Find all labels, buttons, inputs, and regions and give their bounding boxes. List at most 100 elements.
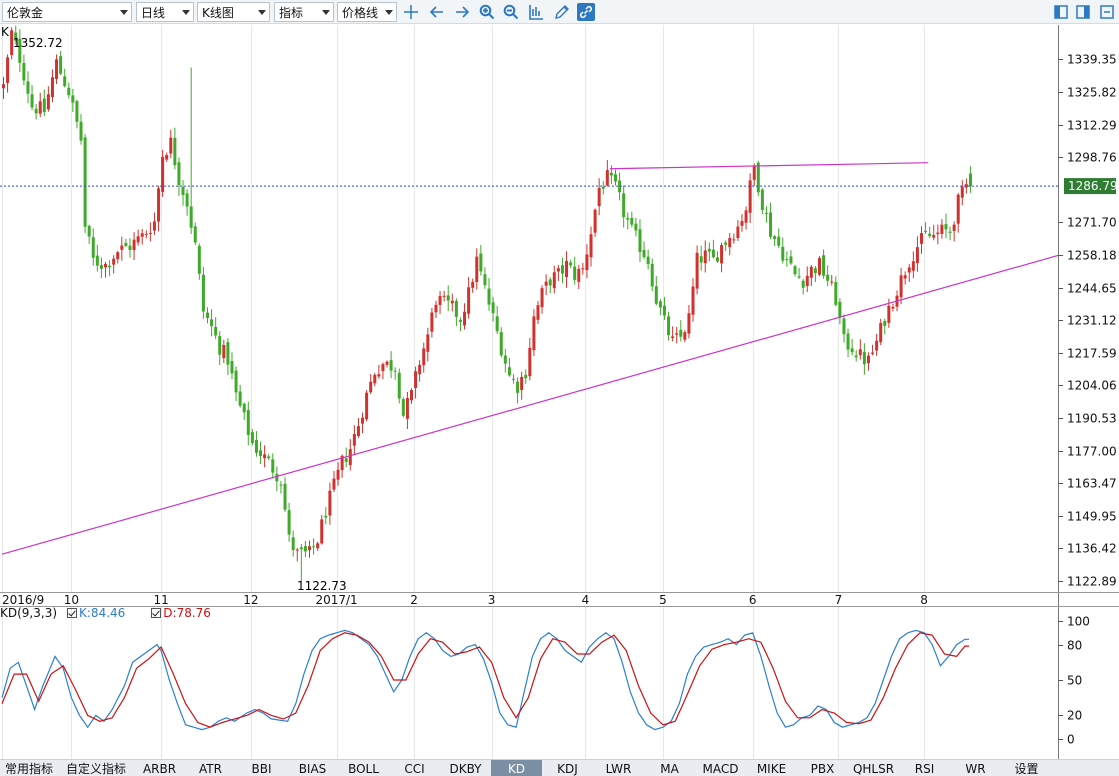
candle — [381, 362, 385, 380]
candle — [442, 290, 446, 302]
arrow-left-icon[interactable] — [428, 3, 446, 21]
tab-qhlsr[interactable]: QHLSR — [852, 761, 895, 776]
high-price-label: 1352.72 — [13, 36, 63, 50]
candle — [536, 300, 540, 325]
candle — [875, 333, 879, 356]
candle — [548, 277, 552, 294]
candle — [556, 264, 560, 281]
arrow-right-icon[interactable] — [453, 3, 471, 21]
crosshair-icon[interactable] — [402, 3, 420, 21]
candle — [495, 306, 499, 334]
layout-right-icon[interactable] — [1074, 3, 1092, 21]
tab-cci[interactable]: CCI — [404, 761, 425, 776]
tab-atr[interactable]: ATR — [199, 761, 222, 776]
candle — [589, 226, 593, 267]
candle — [956, 192, 960, 233]
tab-设置[interactable]: 设置 — [1014, 762, 1039, 776]
candle — [18, 29, 22, 73]
candle — [116, 250, 120, 264]
candle — [450, 293, 454, 312]
candle — [152, 212, 156, 235]
zoom-in-icon[interactable] — [478, 3, 496, 21]
candle — [928, 226, 932, 239]
price-line-select[interactable]: 价格线 — [337, 2, 397, 22]
candle — [230, 352, 234, 380]
tab-bbi[interactable]: BBI — [251, 761, 272, 776]
candle — [871, 344, 875, 356]
bar-chart-icon[interactable] — [527, 3, 545, 21]
candle — [834, 276, 838, 307]
indicator-select[interactable]: 指标 — [274, 2, 334, 22]
candle — [22, 54, 26, 86]
candle — [463, 303, 467, 330]
x-tick-label: 2 — [410, 593, 418, 607]
tab-lwr[interactable]: LWR — [605, 761, 632, 776]
candle — [218, 331, 222, 365]
candle — [312, 538, 316, 555]
x-tick-label: 4 — [582, 593, 590, 607]
chevron-down-icon — [258, 10, 266, 15]
tab-rsi[interactable]: RSI — [914, 761, 935, 776]
tab-dkby[interactable]: DKBY — [449, 761, 482, 776]
candle — [646, 249, 650, 270]
candle — [838, 298, 842, 325]
candle — [246, 401, 250, 446]
candle — [95, 244, 99, 272]
candle — [744, 206, 748, 230]
tab-bias[interactable]: BIAS — [298, 761, 327, 776]
period-select[interactable]: 日线 — [136, 2, 194, 22]
d-checkbox[interactable] — [151, 608, 162, 618]
chart-type-select[interactable]: K线图 — [197, 2, 270, 22]
candle — [169, 129, 173, 159]
price-line-label: 价格线 — [342, 5, 379, 20]
candle — [59, 50, 63, 76]
zoom-out-icon[interactable] — [502, 3, 520, 21]
tab-ma[interactable]: MA — [660, 761, 679, 776]
candle — [614, 169, 617, 186]
resistance-trendline[interactable] — [609, 162, 929, 170]
tab-macd[interactable]: MACD — [702, 761, 739, 776]
candle — [781, 237, 785, 264]
candle — [34, 103, 38, 120]
candle — [560, 257, 564, 283]
support-trendline[interactable] — [1, 254, 1059, 555]
link-icon[interactable] — [577, 3, 595, 21]
candle — [475, 248, 479, 290]
pencil-icon[interactable] — [553, 3, 571, 21]
candle — [944, 213, 948, 239]
tab-pbx[interactable]: PBX — [810, 761, 835, 776]
tab-kdj[interactable]: KDJ — [557, 761, 578, 776]
kd-indicator-name: KD(9,3,3) — [0, 606, 58, 620]
symbol-select[interactable]: 伦敦金 — [2, 2, 132, 22]
chevron-down-icon — [322, 10, 330, 15]
settings-toggle-icon[interactable] — [1098, 3, 1116, 21]
candle — [299, 543, 303, 582]
candle — [46, 86, 50, 112]
candle — [267, 453, 271, 461]
tab-boll[interactable]: BOLL — [348, 761, 379, 776]
candle — [773, 234, 777, 247]
candle — [418, 360, 422, 382]
candle — [324, 506, 328, 525]
tab-arbr[interactable]: ARBR — [142, 761, 177, 776]
indicator-tab-bar: 常用指标 自定义指标 ARBR ATR BBI BIAS BOLL CCI DKBY KD KDJ L… — [0, 759, 1119, 776]
k-checkbox[interactable] — [67, 608, 78, 618]
candle — [520, 371, 524, 400]
chevron-down-icon — [182, 10, 190, 15]
layout-left-icon[interactable] — [1052, 3, 1070, 21]
candle — [234, 366, 238, 402]
candle — [377, 364, 381, 379]
candle — [936, 224, 940, 245]
candle — [348, 439, 352, 471]
candle — [242, 402, 246, 420]
tab-常用指标[interactable]: 常用指标 — [4, 762, 53, 776]
y-tick-label: 1271.70 — [1067, 216, 1117, 230]
tab-mike[interactable]: MIKE — [756, 761, 787, 776]
tab-kd[interactable]: KD — [491, 760, 542, 776]
tab-wr[interactable]: WR — [965, 761, 986, 776]
chart-background — [0, 25, 1119, 759]
candle — [328, 482, 332, 525]
candle — [858, 339, 862, 360]
tab-自定义指标[interactable]: 自定义指标 — [65, 762, 126, 776]
candle — [397, 368, 401, 404]
